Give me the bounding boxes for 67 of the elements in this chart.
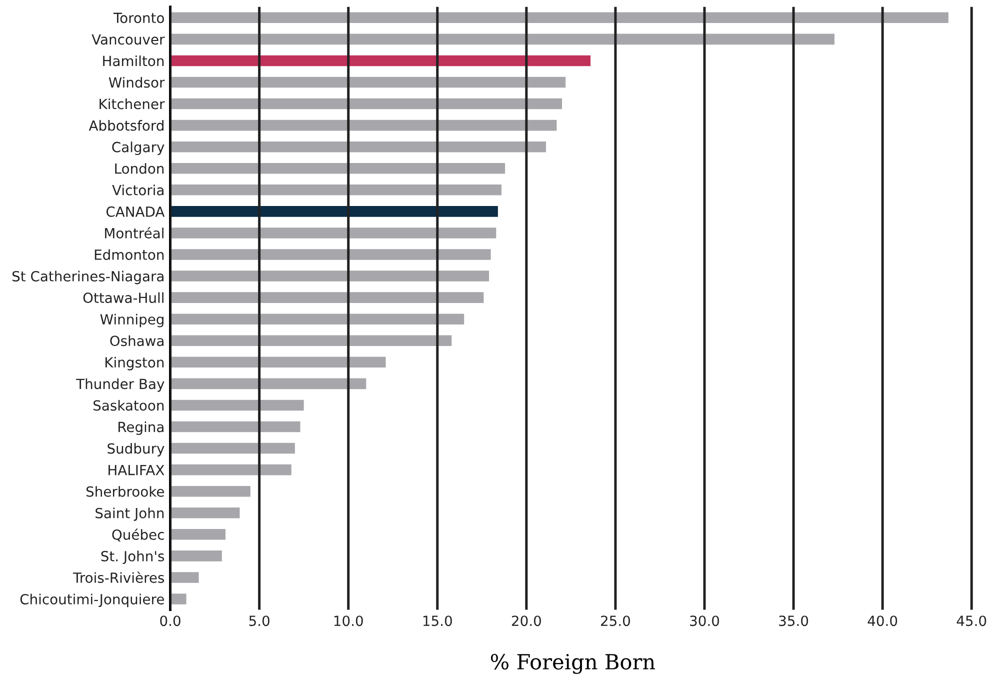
x-tick-label: 25.0 bbox=[601, 616, 630, 626]
y-tick-label: St. John's bbox=[101, 550, 164, 564]
bar bbox=[170, 76, 566, 88]
y-tick-label: Calgary bbox=[112, 142, 164, 156]
y-tick-label: St Catherines-Niagara bbox=[12, 270, 164, 284]
y-tick-label: Thunder Bay bbox=[76, 378, 164, 392]
y-tick-label: Kitchener bbox=[100, 98, 165, 110]
bar bbox=[170, 378, 366, 390]
y-tick-label: Sherbrooke bbox=[86, 486, 164, 497]
bar bbox=[170, 464, 292, 476]
bar bbox=[170, 120, 557, 131]
bar bbox=[170, 550, 222, 562]
y-tick-label: Vancouver bbox=[92, 34, 165, 45]
y-tick-label: Hamilton bbox=[103, 55, 164, 66]
x-tick-label: 35.0 bbox=[779, 616, 808, 626]
y-tick-label: Chicoutimi-Jonquiere bbox=[20, 594, 164, 608]
x-tick-label: 15.0 bbox=[423, 616, 452, 626]
bar bbox=[170, 34, 834, 45]
bar bbox=[170, 421, 300, 432]
y-tick-label: Saint John bbox=[96, 508, 164, 521]
bar bbox=[170, 184, 502, 196]
bar bbox=[170, 400, 304, 411]
bar bbox=[170, 594, 186, 604]
bar bbox=[170, 98, 562, 110]
y-tick-label: Victoria bbox=[112, 184, 164, 196]
bar bbox=[170, 249, 491, 260]
bar bbox=[170, 55, 591, 66]
x-tick-label: 40.0 bbox=[868, 616, 898, 626]
x-tick-label: 45.0 bbox=[956, 616, 986, 626]
y-tick-label: HALIFAX bbox=[108, 464, 164, 476]
bar bbox=[170, 162, 506, 174]
bar bbox=[170, 141, 546, 152]
bar bbox=[170, 292, 484, 303]
y-tick-label: Oshawa bbox=[110, 335, 164, 346]
y-tick-label: Trois-Rivières bbox=[72, 572, 164, 583]
bar bbox=[170, 314, 464, 324]
y-tick-label: CANADA bbox=[106, 206, 165, 217]
bar bbox=[170, 228, 496, 238]
bar bbox=[170, 572, 199, 583]
y-tick-label: Sudbury bbox=[108, 443, 164, 456]
y-tick-label: Toronto bbox=[113, 12, 164, 24]
y-tick-label: Ottawa-Hull bbox=[83, 292, 164, 304]
y-tick-label: Winnipeg bbox=[100, 314, 164, 328]
bar bbox=[170, 507, 240, 518]
y-tick-label: Montréal bbox=[105, 227, 164, 238]
y-tick-label: Abbotsford bbox=[88, 120, 164, 131]
x-axis-title: % Foreign Born bbox=[490, 654, 656, 674]
y-tick-label: Kingston bbox=[106, 356, 164, 370]
bar bbox=[170, 206, 498, 217]
x-tick-label: 30.0 bbox=[690, 616, 720, 626]
y-tick-label: Saskatoon bbox=[94, 400, 164, 411]
bar bbox=[170, 12, 948, 24]
y-tick-label: Regina bbox=[118, 421, 164, 435]
bar bbox=[170, 529, 226, 540]
bar bbox=[170, 486, 250, 497]
x-tick-label: 5.0 bbox=[249, 616, 270, 626]
x-tick-label: 0.0 bbox=[160, 616, 180, 626]
bar bbox=[170, 270, 490, 282]
y-tick-label: Edmonton bbox=[94, 249, 164, 260]
bar bbox=[170, 335, 452, 346]
x-tick-label: 10.0 bbox=[334, 616, 363, 626]
y-tick-label: Québec bbox=[112, 528, 164, 542]
bar bbox=[170, 442, 295, 454]
y-tick-label: Windsor bbox=[108, 76, 165, 88]
bar bbox=[170, 356, 386, 368]
x-tick-label: 20.0 bbox=[512, 616, 541, 626]
y-tick-label: London bbox=[115, 163, 164, 174]
